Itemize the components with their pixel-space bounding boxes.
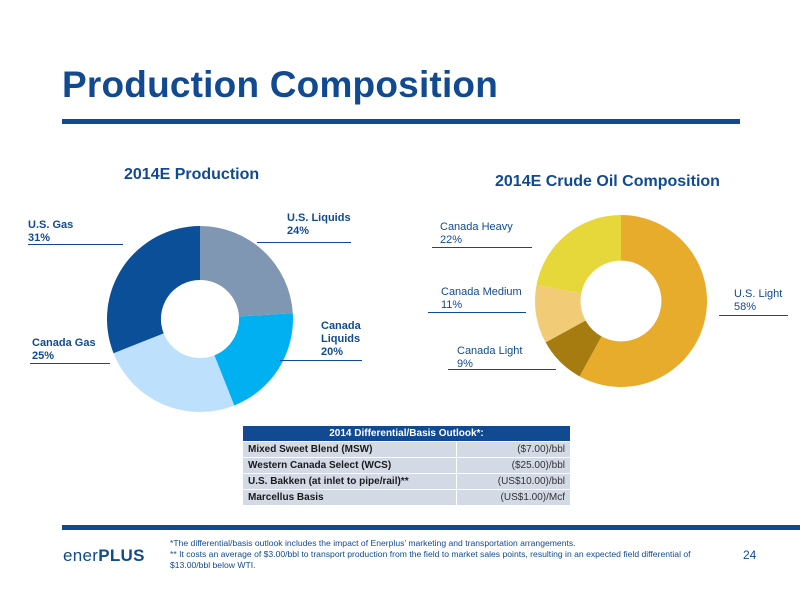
table-header: 2014 Differential/Basis Outlook*: — [242, 425, 571, 442]
label-canada-liquids: Canada Liquids 20% — [321, 320, 376, 359]
footnote-transport-cost: ** It costs an average of $3.00/bbl to t… — [170, 549, 691, 570]
production-donut-chart — [107, 226, 293, 412]
differential-outlook-table: 2014 Differential/Basis Outlook*: Mixed … — [242, 425, 571, 506]
slice-canada-heavy — [536, 215, 621, 294]
table-row: U.S. Bakken (at inlet to pipe/rail)** (U… — [242, 473, 571, 490]
label-canada-heavy-value: 22% — [440, 234, 463, 246]
footnote-differential: *The differential/basis outlook includes… — [170, 538, 576, 548]
table-cell-name: U.S. Bakken (at inlet to pipe/rail)** — [242, 473, 457, 490]
logo-text-plus: PLUS — [98, 546, 145, 565]
chart-title-production: 2014E Production — [124, 166, 260, 183]
table-row: Marcellus Basis (US$1.00)/Mcf — [242, 489, 571, 506]
label-us-liquids-value: 24% — [287, 225, 310, 237]
slice-canada-liquids — [214, 313, 293, 406]
label-canada-gas-value: 25% — [32, 350, 55, 362]
label-us-gas-name: U.S. Gas — [28, 219, 74, 231]
leader-line-us-light — [719, 315, 788, 316]
table-header-row: 2014 Differential/Basis Outlook*: — [242, 425, 571, 442]
enerplus-logo: enerPLUS — [63, 546, 145, 566]
leader-line-canada-medium — [428, 312, 526, 313]
page-title: Production Composition — [62, 64, 499, 105]
leader-line-canada-liquids — [280, 360, 362, 361]
label-us-gas-value: 31% — [28, 232, 51, 244]
label-canada-liquids-value: 20% — [321, 346, 344, 358]
label-us-liquids: U.S. Liquids 24% — [287, 212, 351, 238]
label-us-light: U.S. Light 58% — [734, 288, 782, 314]
label-us-light-name: U.S. Light — [734, 288, 783, 300]
label-us-gas: U.S. Gas 31% — [28, 219, 73, 245]
footer-divider — [62, 525, 800, 530]
label-canada-light: Canada Light 9% — [457, 345, 522, 371]
label-canada-gas-name: Canada Gas — [32, 337, 96, 349]
title-divider — [62, 119, 740, 124]
label-canada-light-value: 9% — [457, 358, 473, 370]
table-row: Mixed Sweet Blend (MSW) ($7.00)/bbl — [242, 441, 571, 458]
crude-oil-donut-chart — [535, 215, 707, 387]
table-cell-value: (US$10.00)/bbl — [456, 473, 571, 490]
label-canada-heavy-name: Canada Heavy — [440, 221, 513, 233]
page-number: 24 — [743, 548, 757, 562]
label-canada-light-name: Canada Light — [457, 345, 523, 357]
label-canada-medium: Canada Medium 11% — [441, 286, 522, 312]
table-row: Western Canada Select (WCS) ($25.00)/bbl — [242, 457, 571, 474]
leader-line-us-gas — [28, 244, 123, 245]
table-cell-value: (US$1.00)/Mcf — [456, 489, 571, 506]
table-cell-value: ($25.00)/bbl — [456, 457, 571, 474]
slice-u-s-light — [579, 215, 707, 387]
slice-u-s-gas — [107, 226, 200, 354]
label-canada-heavy: Canada Heavy 22% — [440, 221, 513, 247]
slice-canada-gas — [113, 333, 235, 412]
table-cell-name: Marcellus Basis — [242, 489, 457, 506]
slice-canada-medium — [535, 284, 586, 343]
slice-canada-light — [545, 320, 602, 377]
table-cell-name: Mixed Sweet Blend (MSW) — [242, 441, 457, 458]
label-canada-gas: Canada Gas 25% — [32, 337, 96, 363]
table-cell-name: Western Canada Select (WCS) — [242, 457, 457, 474]
leader-line-us-liquids — [257, 242, 351, 243]
leader-line-canada-heavy — [432, 247, 532, 248]
label-canada-liquids-name: Canada Liquids — [321, 320, 361, 345]
logo-text-ener: ener — [63, 546, 99, 565]
table-cell-value: ($7.00)/bbl — [456, 441, 571, 458]
label-us-light-value: 58% — [734, 301, 757, 313]
slice-u-s-liquids — [200, 226, 293, 317]
label-canada-medium-name: Canada Medium — [441, 286, 522, 298]
leader-line-canada-gas — [30, 363, 110, 364]
label-us-liquids-name: U.S. Liquids — [287, 212, 351, 224]
leader-line-canada-light — [448, 369, 556, 370]
chart-title-crude-oil: 2014E Crude Oil Composition — [495, 173, 720, 190]
label-canada-medium-value: 11% — [441, 299, 463, 311]
